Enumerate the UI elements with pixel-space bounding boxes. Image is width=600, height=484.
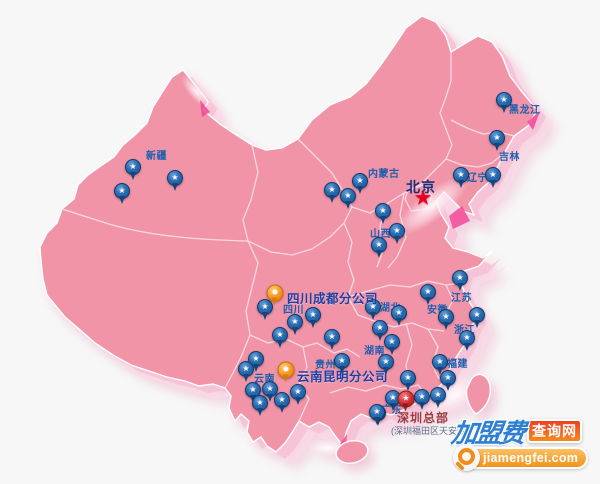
- location-pin[interactable]: [272, 327, 288, 348]
- province-label: 四川: [283, 305, 304, 316]
- hainan-island: [335, 440, 369, 464]
- taiwan-island: [465, 373, 492, 415]
- province-label: 辽宁: [467, 173, 488, 184]
- province-label: 湖南: [364, 346, 385, 357]
- location-pin[interactable]: [378, 354, 394, 375]
- location-pin[interactable]: [371, 237, 387, 258]
- location-pin[interactable]: [391, 305, 407, 326]
- location-pin[interactable]: [485, 167, 501, 188]
- location-pin[interactable]: [372, 320, 388, 341]
- watermark-brand-row: 加盟费 查询网: [450, 417, 598, 448]
- headquarters-label[interactable]: 深圳总部: [397, 411, 450, 425]
- location-pin[interactable]: [252, 395, 268, 416]
- location-pin[interactable]: [438, 309, 454, 330]
- province-label: 福建: [447, 359, 468, 370]
- province-label: 贵州: [315, 360, 336, 371]
- location-pin[interactable]: [453, 167, 469, 188]
- location-pin[interactable]: [452, 270, 468, 291]
- location-pin[interactable]: [440, 370, 456, 391]
- location-pin[interactable]: [459, 330, 475, 351]
- branch-label[interactable]: 四川成都分公司: [287, 292, 379, 306]
- location-pin[interactable]: [238, 361, 254, 382]
- location-pin[interactable]: [305, 307, 321, 328]
- location-pin[interactable]: [496, 92, 512, 113]
- location-pin[interactable]: [125, 159, 141, 180]
- location-pin[interactable]: [432, 354, 448, 375]
- province-label: 山西: [370, 229, 391, 240]
- magnifier-icon: [453, 444, 480, 471]
- province-label: 内蒙古: [368, 169, 400, 180]
- branch-pin[interactable]: [266, 284, 284, 306]
- watermark-brand-badge: 查询网: [527, 419, 583, 443]
- location-pin[interactable]: [340, 188, 356, 209]
- location-pin[interactable]: [324, 329, 340, 350]
- province-label: 黑龙江: [509, 105, 541, 116]
- location-pin[interactable]: [257, 299, 273, 320]
- capital-label-beijing: 北京: [406, 179, 436, 195]
- location-pin[interactable]: [262, 381, 278, 402]
- location-pin[interactable]: [369, 404, 385, 425]
- capital-star-icon: ★: [413, 186, 433, 210]
- location-pin[interactable]: [389, 223, 405, 244]
- province-label: 安徽: [427, 305, 448, 316]
- province-label: 江苏: [451, 293, 472, 304]
- watermark-domain-text: jiamengfei.com: [483, 451, 579, 465]
- bohai-highlight: [394, 175, 470, 237]
- location-pin[interactable]: [324, 182, 340, 203]
- watermark-jiamengfei[interactable]: 加盟费 查询网 jiamengfei.com: [450, 417, 598, 471]
- location-pin[interactable]: [114, 183, 130, 204]
- location-pin[interactable]: [414, 389, 430, 410]
- location-pin[interactable]: [352, 173, 368, 194]
- headquarters-address: (深圳福田区天安数: [391, 426, 466, 436]
- headquarters-pin[interactable]: [397, 390, 415, 412]
- location-pin[interactable]: [420, 284, 436, 305]
- location-pin[interactable]: [430, 387, 446, 408]
- location-pin[interactable]: [287, 314, 303, 335]
- location-pin[interactable]: [274, 392, 290, 413]
- province-label: 吉林: [499, 152, 520, 163]
- location-pin[interactable]: [469, 307, 485, 328]
- location-pin[interactable]: [290, 384, 306, 405]
- location-pin[interactable]: [400, 370, 416, 391]
- location-pin[interactable]: [334, 353, 350, 374]
- province-label: 湖北: [380, 303, 401, 314]
- location-pin[interactable]: [489, 130, 505, 151]
- province-label: 新疆: [146, 151, 167, 162]
- location-pin[interactable]: [375, 203, 391, 224]
- watermark-domain-pill: jiamengfei.com: [453, 444, 589, 471]
- province-label: 云南: [254, 374, 275, 385]
- location-pin[interactable]: [365, 299, 381, 320]
- northwest-highlight: [181, 74, 213, 110]
- location-pin[interactable]: [384, 334, 400, 355]
- location-pin[interactable]: [167, 170, 183, 191]
- branch-label[interactable]: 云南昆明分公司: [297, 370, 389, 384]
- branch-pin[interactable]: [277, 361, 295, 383]
